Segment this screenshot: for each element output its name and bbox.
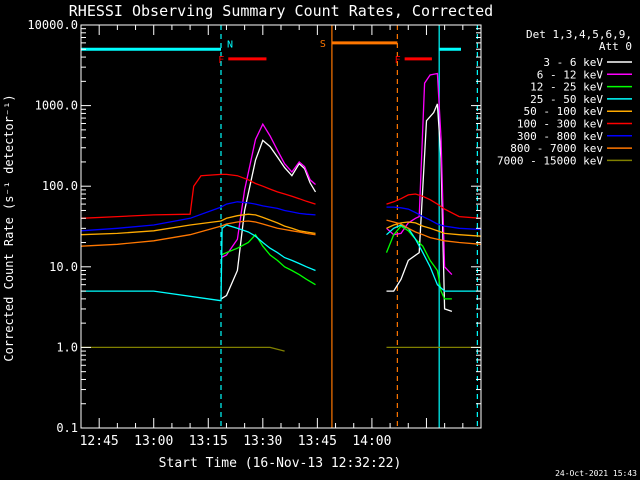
legend-label-0: 3 - 6 keV xyxy=(543,56,603,69)
y-tick-label: 10000.0 xyxy=(27,18,78,32)
x-tick-label: 14:00 xyxy=(352,434,391,449)
legend-label-3: 25 - 50 keV xyxy=(530,93,603,106)
series-line-7 xyxy=(80,219,482,247)
x-tick-label: 12:45 xyxy=(80,434,119,449)
legend-label-5: 100 - 300 keV xyxy=(517,118,603,131)
legend-label-4: 50 - 100 keV xyxy=(524,105,604,118)
annotation-label-flare-4: F xyxy=(395,55,401,66)
legend-label-2: 12 - 25 keV xyxy=(530,81,603,94)
series-line-2 xyxy=(220,225,452,300)
legend-header-line-1: Det 1,3,4,5,6,9, xyxy=(526,28,632,41)
legend-header-line-2: Att 0 xyxy=(599,40,632,53)
timestamp: 24-Oct-2021 15:43 xyxy=(555,469,637,478)
x-tick-label: 13:15 xyxy=(189,434,228,449)
y-tick-label: 100.0 xyxy=(42,179,78,193)
x-tick-label: 13:45 xyxy=(298,434,337,449)
annotation-label-flare-3: F xyxy=(218,55,224,66)
x-axis-label: Start Time (16-Nov-13 12:32:22) xyxy=(159,456,402,471)
y-tick-label: 10.0 xyxy=(49,260,78,274)
y-tick-label: 0.1 xyxy=(56,421,78,435)
legend-label-1: 6 - 12 keV xyxy=(537,68,604,81)
annotation-label-saa-2: S xyxy=(320,39,326,50)
series-line-0 xyxy=(220,103,453,313)
y-tick-label: 1000.0 xyxy=(35,99,78,113)
y-tick-label: 1.0 xyxy=(56,340,78,354)
series-line-5 xyxy=(80,173,482,219)
legend-label-8: 7000 - 15000 keV xyxy=(497,154,603,167)
series-line-6 xyxy=(80,201,482,232)
chart-title: RHESSI Observing Summary Count Rates, Co… xyxy=(69,2,493,20)
series-line-8 xyxy=(81,346,481,352)
x-tick-label: 13:30 xyxy=(243,434,282,449)
legend-label-7: 800 - 7000 kev xyxy=(510,142,603,155)
y-axis-label: Corrected Count Rate (s⁻¹ detector⁻¹) xyxy=(2,94,16,361)
series-line-1 xyxy=(220,72,453,276)
series-line-3 xyxy=(81,224,481,302)
legend-label-6: 300 - 800 keV xyxy=(517,130,603,143)
x-tick-label: 13:00 xyxy=(134,434,173,449)
annotation-label-night-0: N xyxy=(227,39,233,50)
